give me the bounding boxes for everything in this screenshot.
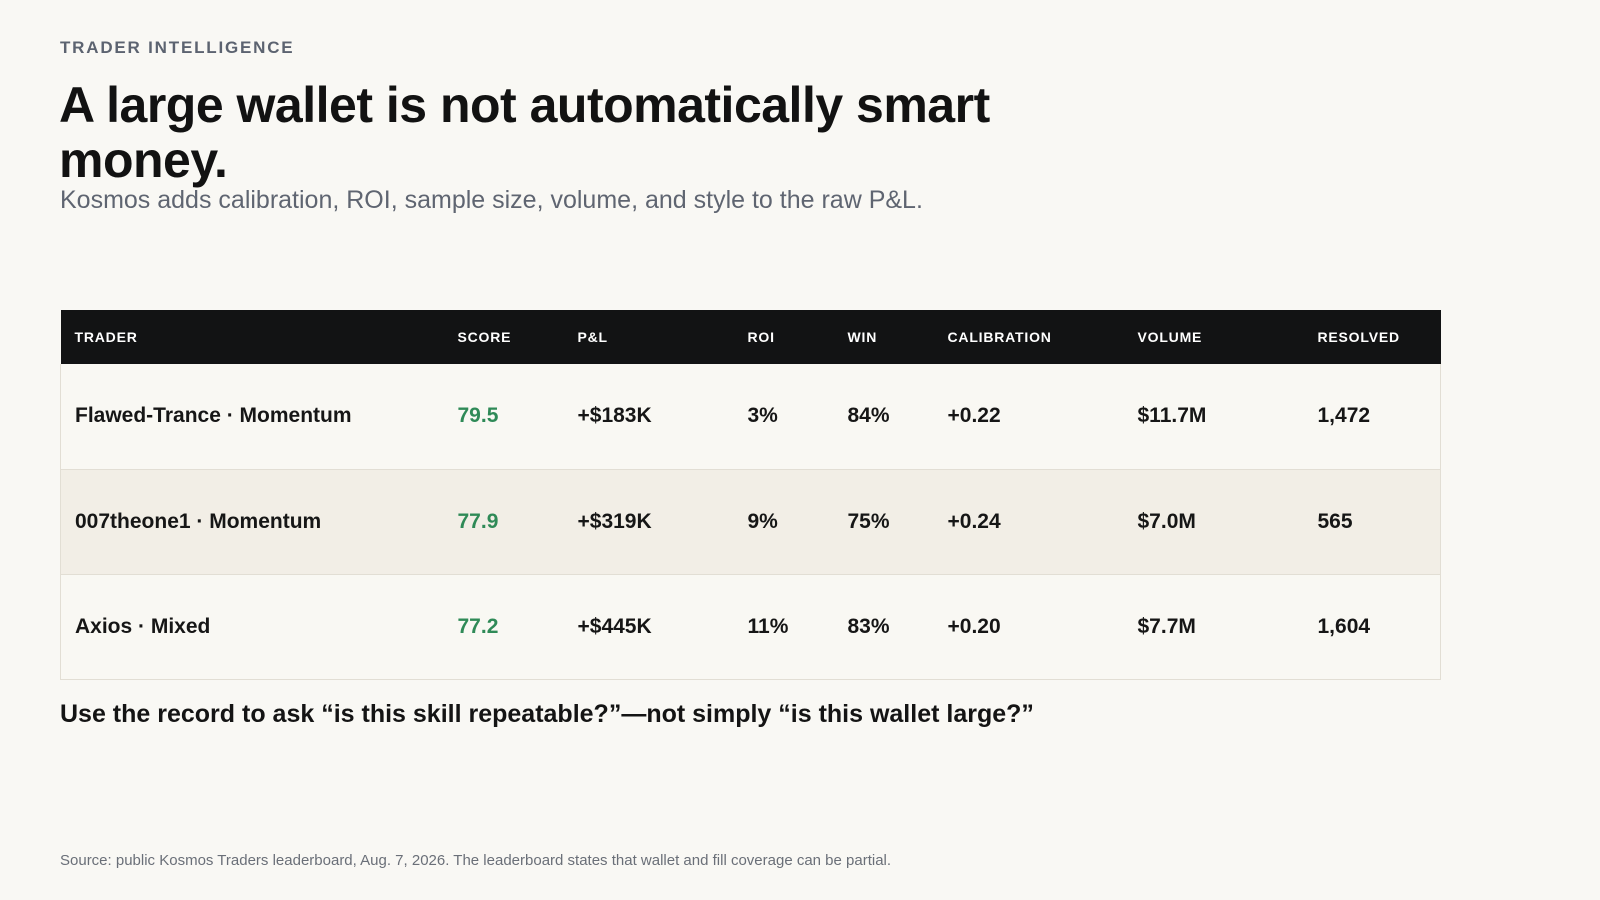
column-header-trader: TRADER — [74, 329, 138, 345]
pnl-value: +$183K — [577, 404, 652, 428]
win-value: 84% — [847, 404, 890, 428]
pnl-value: +$319K — [577, 509, 652, 533]
score-value: 77.9 — [457, 509, 499, 533]
win-value: 83% — [847, 614, 890, 638]
trader-table: TRADER SCORE P&L ROI WIN CALIBRATION VOL… — [60, 310, 1441, 680]
trader-table-container: TRADER SCORE P&L ROI WIN CALIBRATION VOL… — [60, 310, 1441, 680]
roi-value: 11% — [747, 614, 789, 638]
calibration-value: +0.20 — [947, 614, 1001, 638]
table-header-row: TRADER SCORE P&L ROI WIN CALIBRATION VOL… — [60, 310, 1441, 364]
trader-name: Axios · Mixed — [75, 614, 211, 638]
trader-name: Flawed-Trance · Momentum — [75, 404, 352, 428]
column-header-calibration: CALIBRATION — [947, 329, 1052, 345]
page-subtitle: Kosmos adds calibration, ROI, sample siz… — [60, 186, 923, 214]
source-note: Source: public Kosmos Traders leaderboar… — [60, 852, 892, 869]
column-header-pnl: P&L — [577, 329, 608, 345]
volume-value: $7.0M — [1137, 509, 1196, 533]
takeaway-statement: Use the record to ask “is this skill rep… — [60, 700, 1034, 728]
column-header-roi: ROI — [747, 329, 775, 345]
page-title: A large wallet is not automatically smar… — [59, 77, 990, 188]
resolved-value: 565 — [1317, 509, 1353, 533]
volume-value: $11.7M — [1137, 404, 1207, 428]
score-value: 79.5 — [457, 404, 499, 428]
volume-value: $7.7M — [1137, 614, 1196, 638]
resolved-value: 1,604 — [1317, 614, 1371, 638]
eyebrow-label: TRADER INTELLIGENCE — [60, 38, 295, 57]
pnl-value: +$445K — [577, 614, 652, 638]
resolved-value: 1,472 — [1317, 404, 1371, 428]
trader-name: 007theone1 · Momentum — [75, 509, 322, 533]
table-row: Axios · Mixed 77.2 +$445K 11% 83% +0.20 … — [60, 574, 1441, 679]
table-row: Flawed-Trance · Momentum 79.5 +$183K 3% … — [60, 364, 1441, 469]
roi-value: 9% — [747, 509, 778, 533]
score-value: 77.2 — [457, 614, 499, 638]
win-value: 75% — [847, 509, 890, 533]
column-header-score: SCORE — [457, 329, 512, 345]
column-header-volume: VOLUME — [1137, 329, 1203, 345]
calibration-value: +0.22 — [947, 404, 1001, 428]
column-header-resolved: RESOLVED — [1317, 329, 1400, 345]
calibration-value: +0.24 — [947, 509, 1001, 533]
column-header-win: WIN — [847, 329, 878, 345]
roi-value: 3% — [747, 404, 778, 428]
table-row: 007theone1 · Momentum 77.9 +$319K 9% 75%… — [60, 469, 1441, 574]
